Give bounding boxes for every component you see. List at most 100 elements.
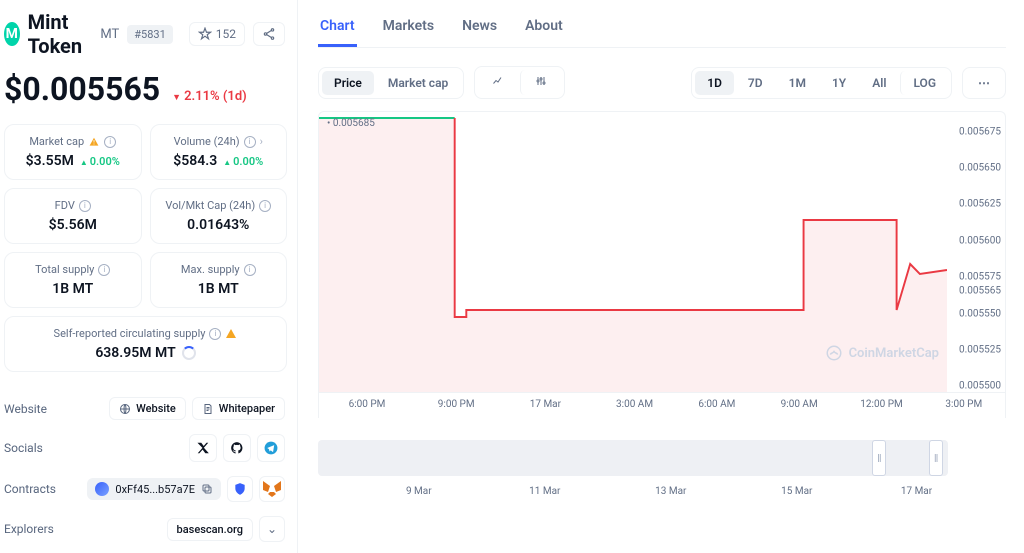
stat-market-cap: Market capi $3.55M0.00% [4,124,142,180]
info-icon[interactable]: i [209,328,221,340]
tab-about[interactable]: About [523,8,565,47]
tab-news[interactable]: News [460,8,499,47]
spinner-icon [182,346,196,360]
x-tick: 3:00 PM [945,399,982,410]
x-axis: USD 6:00 PM9:00 PM17 Mar3:00 AM6:00 AM9:… [319,392,1005,418]
token-logo: M [4,22,20,46]
candle-tool[interactable] [520,70,561,95]
info-icon[interactable]: i [244,264,256,276]
price-change: 2.11% (1d) [172,89,247,104]
more-options[interactable]: ⋯ [962,67,1006,99]
y-tick: 0.005575 [959,272,1001,283]
price-value: $0.005565 [4,70,160,108]
telegram-icon[interactable] [257,434,285,462]
line-tool[interactable] [478,70,518,95]
x-tick: 17 Mar [530,399,561,410]
star-button[interactable]: 152 [189,22,245,46]
warning-icon [225,328,237,340]
metamask-icon [260,477,284,501]
info-icon[interactable]: i [79,200,91,212]
x-twitter-icon[interactable] [189,434,217,462]
chevron-down-icon: ⌄ [267,522,277,536]
more-icon: ⋯ [966,71,1002,95]
star-icon [198,27,212,41]
watermark: CoinMarketCap [825,344,939,362]
line-chart-icon [490,75,506,87]
mini-x-axis: 9 Mar 11 Mar 13 Mar 15 Mar 17 Mar [318,480,948,498]
shield-icon [233,482,247,496]
chart-toolbar: Price Market cap 1D 7D 1M 1Y All LOG ⋯ [318,48,1006,111]
website-pill[interactable]: Website [109,397,186,420]
mini-x-tick: 13 Mar [655,486,686,497]
stats-grid: Market capi $3.55M0.00% Volume (24h)i› $… [4,124,297,384]
tab-chart[interactable]: Chart [318,8,357,47]
mini-x-tick: 15 Mar [781,486,812,497]
mini-x-tick: 11 Mar [529,486,560,497]
share-button[interactable] [253,22,285,46]
y-tick: 0.005600 [959,235,1001,246]
chart-top-label: • 0.005685 [327,118,375,129]
y-tick: 0.005525 [959,345,1001,356]
cmc-logo-icon [825,344,843,362]
y-tick: 0.005565 [959,286,1001,297]
x-tick: 3:00 AM [616,399,653,410]
price-mcap-toggle: Price Market cap [318,67,464,99]
tabs: Chart Markets News About [318,0,1006,48]
metamask-button[interactable] [259,476,285,502]
share-icon [262,27,276,41]
range-log[interactable]: LOG [900,71,948,95]
mini-chart[interactable]: ‖ ‖ [318,440,948,476]
contract-address[interactable]: 0xFf45...b57a7E [87,478,221,500]
range-7d[interactable]: 7D [736,71,775,95]
copy-icon[interactable] [201,483,213,495]
tab-markets[interactable]: Markets [381,8,437,47]
mini-x-tick: 17 Mar [901,486,932,497]
document-icon [202,403,214,415]
github-icon[interactable] [223,434,251,462]
info-icon[interactable]: i [98,264,110,276]
mini-x-tick: 9 Mar [406,486,432,497]
token-name: Mint Token [28,10,93,58]
chain-icon [95,482,109,496]
toggle-mcap[interactable]: Market cap [376,71,460,95]
sidebar: M Mint Token MT #5831 152 $0.005565 2.11… [0,0,298,553]
range-1y[interactable]: 1Y [820,71,858,95]
stat-total-supply: Total supplyi 1B MT [4,252,142,308]
whitepaper-pill[interactable]: Whitepaper [192,397,285,420]
y-tick: 0.005650 [959,163,1001,174]
chart-tools [474,66,565,99]
info-icon[interactable]: i [244,136,256,148]
chevron-right-icon[interactable]: › [260,135,263,148]
explorer-pill[interactable]: basescan.org [167,518,253,541]
range-1m[interactable]: 1M [777,71,818,95]
info-icon[interactable]: i [104,136,116,148]
range-all[interactable]: All [860,71,898,95]
warning-icon [88,136,100,148]
socials-label: Socials [4,441,43,455]
explorer-dropdown[interactable]: ⌄ [259,516,285,542]
y-tick: 0.005675 [959,126,1001,137]
token-header: M Mint Token MT #5831 152 [4,0,297,64]
x-tick: 6:00 AM [698,399,735,410]
sliders-icon [533,75,549,87]
shield-button[interactable] [227,476,253,502]
star-count: 152 [216,27,236,41]
main-panel: Chart Markets News About Price Market ca… [298,0,1024,553]
stat-volume: Volume (24h)i› $584.30.00% [150,124,288,180]
x-tick: 9:00 AM [781,399,818,410]
x-tick: 9:00 PM [438,399,475,410]
stat-vol-mc: Vol/Mkt Cap (24h)i 0.01643% [150,188,288,244]
token-ticker: MT [100,27,119,42]
y-tick: 0.005500 [959,381,1001,392]
globe-icon [119,403,131,415]
brush-handle-right[interactable]: ‖ [929,440,943,476]
y-tick: 0.005550 [959,308,1001,319]
toggle-price[interactable]: Price [322,71,374,95]
explorers-label: Explorers [4,522,54,536]
stat-max-supply: Max. supplyi 1B MT [150,252,288,308]
brush-handle-left[interactable]: ‖ [872,440,886,476]
time-range: 1D 7D 1M 1Y All LOG [691,67,952,99]
chart-plot[interactable]: • 0.005685 0.005565 CoinMarketCap [319,112,947,392]
info-icon[interactable]: i [259,200,271,212]
range-1d[interactable]: 1D [695,71,734,95]
